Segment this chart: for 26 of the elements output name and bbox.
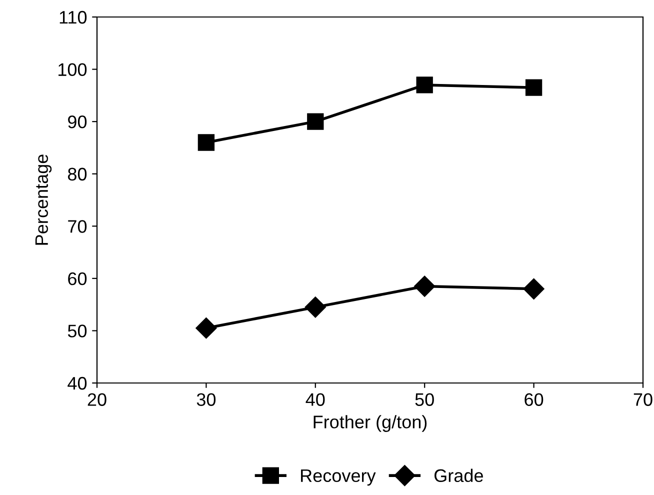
y-tick-label: 110 [60,10,87,24]
legend-label: Grade [434,468,483,482]
x-tick-label: 70 [634,393,652,406]
point [198,134,215,151]
y-tick-label: 100 [58,63,87,76]
point [304,296,326,318]
y-tick-label: 60 [68,272,87,286]
x-tick-label: 50 [415,393,434,406]
point [525,79,542,96]
y-tick-label: 80 [68,168,87,181]
point [414,276,436,297]
y-axis-title: Percentage [35,154,52,245]
x-tick-label: 30 [196,393,216,406]
point [307,113,324,130]
x-tick-label: 40 [306,393,325,406]
y-tick-label: 70 [68,220,87,233]
x-axis-title: Frother (g/ton) [314,415,427,432]
point [416,76,433,94]
x-tick-label: 20 [88,393,106,406]
x-tick-label: 60 [524,393,544,406]
point [196,318,217,339]
y-tick-label: 50 [68,324,87,338]
y-tick-label: 90 [68,116,87,128]
legend-label: Recovery [301,469,376,486]
point [523,278,544,300]
y-tick-label: 40 [68,376,87,390]
